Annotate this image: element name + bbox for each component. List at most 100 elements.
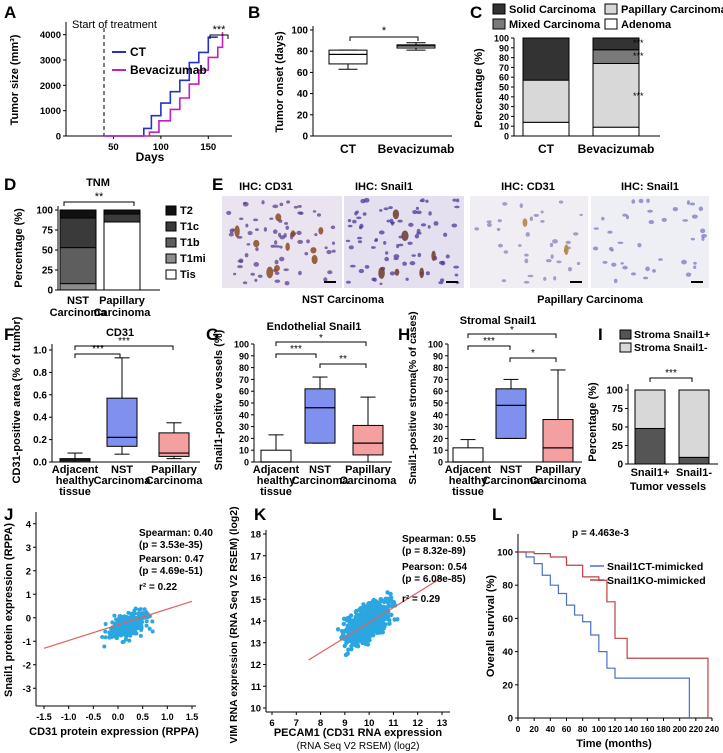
ihc-cell-nucleus	[371, 277, 376, 282]
panel-j-point	[124, 616, 129, 621]
ihc-cell-nucleus	[324, 246, 328, 250]
ihc-cell-nucleus	[693, 265, 697, 270]
panel-a-y-label: Tumor size (mm³)	[9, 34, 21, 125]
panel-i-sig-bracket	[649, 377, 693, 382]
panel-g-sig-1: *	[319, 333, 323, 344]
panel-h-y-tick-label: 40	[433, 410, 443, 420]
ihc-cell-nucleus	[327, 270, 333, 275]
panel-j-point	[117, 614, 122, 619]
panel-a-y-tick-label: 0	[56, 132, 61, 143]
panel-l-x-tick-label: 160	[640, 724, 654, 734]
panel-i-y-tick-label: 50	[612, 423, 624, 434]
ihc-cell-nucleus	[558, 200, 564, 204]
panel-i-x-label: Tumor vessels	[630, 481, 706, 493]
ihc-stained-vessel	[394, 268, 400, 276]
ihc-cell-nucleus	[412, 209, 418, 215]
ihc-cell-nucleus	[524, 253, 529, 257]
panel-c-sig-1: ***	[633, 38, 644, 48]
panel-j-point	[150, 619, 155, 624]
ihc-cell-nucleus	[652, 268, 656, 273]
panel-i-legend-pos-swatch	[619, 329, 632, 340]
panel-j-stat-3: Pearson: 0.47	[139, 554, 204, 565]
panel-i-cat-neg: Snail1-	[676, 467, 712, 479]
panel-d-bar-segment	[103, 209, 141, 215]
ihc-cell-nucleus	[527, 274, 534, 278]
ihc-cell-nucleus	[296, 230, 302, 236]
ihc-cell-nucleus	[261, 200, 265, 205]
ihc-cell-nucleus	[540, 219, 545, 223]
panel-j-point	[132, 611, 137, 616]
panel-k-x-tick-label: 8	[318, 718, 323, 729]
ihc-cell-nucleus	[454, 205, 460, 209]
ihc-cell-nucleus	[383, 207, 389, 211]
ihc-cell-nucleus	[672, 206, 679, 212]
ihc-cell-nucleus	[257, 274, 263, 278]
ihc-stained-vessel	[392, 209, 400, 220]
panel-g-letter: G	[206, 325, 219, 344]
ihc-cell-nucleus	[611, 262, 617, 267]
panel-c-legend-adenoma: Adenoma	[621, 19, 672, 31]
panel-c-bar-segment	[522, 121, 570, 137]
panel-j-point	[126, 610, 131, 615]
ihc-cell-nucleus	[390, 221, 395, 224]
panel-k-x-tick-label: 10	[364, 718, 375, 729]
panel-a-y-tick-label: 3000	[40, 56, 61, 67]
ihc-cell-nucleus	[379, 208, 383, 212]
ihc-cell-nucleus	[698, 206, 704, 212]
panel-k-stat-4: (p = 6.08e-85)	[402, 574, 466, 585]
panel-l-legend-ko: Snail1KO-mimicked	[607, 575, 706, 587]
panel-k-point	[349, 646, 354, 652]
panel-d-bar-segment	[103, 213, 141, 223]
panel-d-y-tick-label: 100	[36, 206, 53, 217]
panel-f-cat-3a: Papillary	[151, 464, 198, 476]
panel-j-y-tick-label: 4	[26, 519, 32, 530]
ihc-cell-nucleus	[247, 230, 253, 236]
ihc-stained-vessel	[253, 239, 260, 248]
panel-j-point	[117, 617, 122, 622]
ihc-cell-nucleus	[253, 262, 260, 267]
ihc-cell-nucleus	[326, 249, 332, 255]
panel-h-sig-2: ***	[483, 336, 495, 347]
ihc-cell-nucleus	[405, 277, 409, 281]
panel-a-letter: A	[4, 3, 16, 22]
ihc-cell-nucleus	[433, 221, 439, 226]
ihc-cell-nucleus	[356, 216, 362, 220]
ihc-cell-nucleus	[685, 272, 692, 277]
ihc-cell-nucleus	[610, 248, 614, 252]
panel-k-point	[339, 628, 345, 634]
panel-k-point	[340, 633, 346, 638]
panel-j-y-tick-label: 1	[26, 590, 32, 601]
ihc-cell-nucleus	[306, 239, 310, 244]
panel-j-point	[147, 626, 152, 631]
panel-d-legend-label: T1b	[180, 237, 200, 249]
ihc-cell-nucleus	[274, 279, 281, 283]
panel-f-cat-2a: NST	[111, 464, 133, 476]
panel-k-x-tick-label: 13	[437, 718, 448, 729]
panel-j-x-tick-label: 0.5	[136, 712, 149, 722]
panel-j-point	[113, 627, 118, 632]
panel-d-bar-segment	[103, 221, 141, 291]
panel-i-y-tick-label: 75	[612, 404, 624, 415]
panel-l-x-label: Time (months)	[576, 738, 652, 750]
panel-b-y-tick-label: 0	[302, 132, 308, 143]
panel-g-box	[260, 449, 292, 463]
panel-d-legend-label: T1mi	[180, 253, 206, 265]
panel-d-bar-segment	[59, 247, 97, 285]
ihc-cell-nucleus	[362, 212, 367, 216]
panel-k-fit-line	[308, 576, 443, 661]
panel-h-cat-1c: tissue	[452, 486, 484, 498]
panel-f-y-tick-label: 0.8	[33, 368, 47, 379]
ihc-cell-nucleus	[592, 246, 599, 251]
panel-d-cat-pap-2: Carcinoma	[94, 307, 152, 319]
ihc-cell-nucleus	[279, 245, 283, 249]
panel-d-y-tick-label: 25	[42, 266, 54, 277]
ihc-cell-nucleus	[345, 280, 351, 284]
panel-i-y-label: Percentage (%)	[587, 382, 599, 462]
panel-a-legend-ct: CT	[130, 45, 147, 59]
ihc-cell-nucleus	[323, 277, 328, 282]
panel-d-legend-label: T1c	[180, 221, 199, 233]
panel-d-title: TNM	[86, 177, 110, 189]
ihc-cell-nucleus	[331, 249, 336, 253]
panel-g-y-tick-label: 60	[239, 387, 249, 397]
ihc-cell-nucleus	[425, 271, 430, 276]
